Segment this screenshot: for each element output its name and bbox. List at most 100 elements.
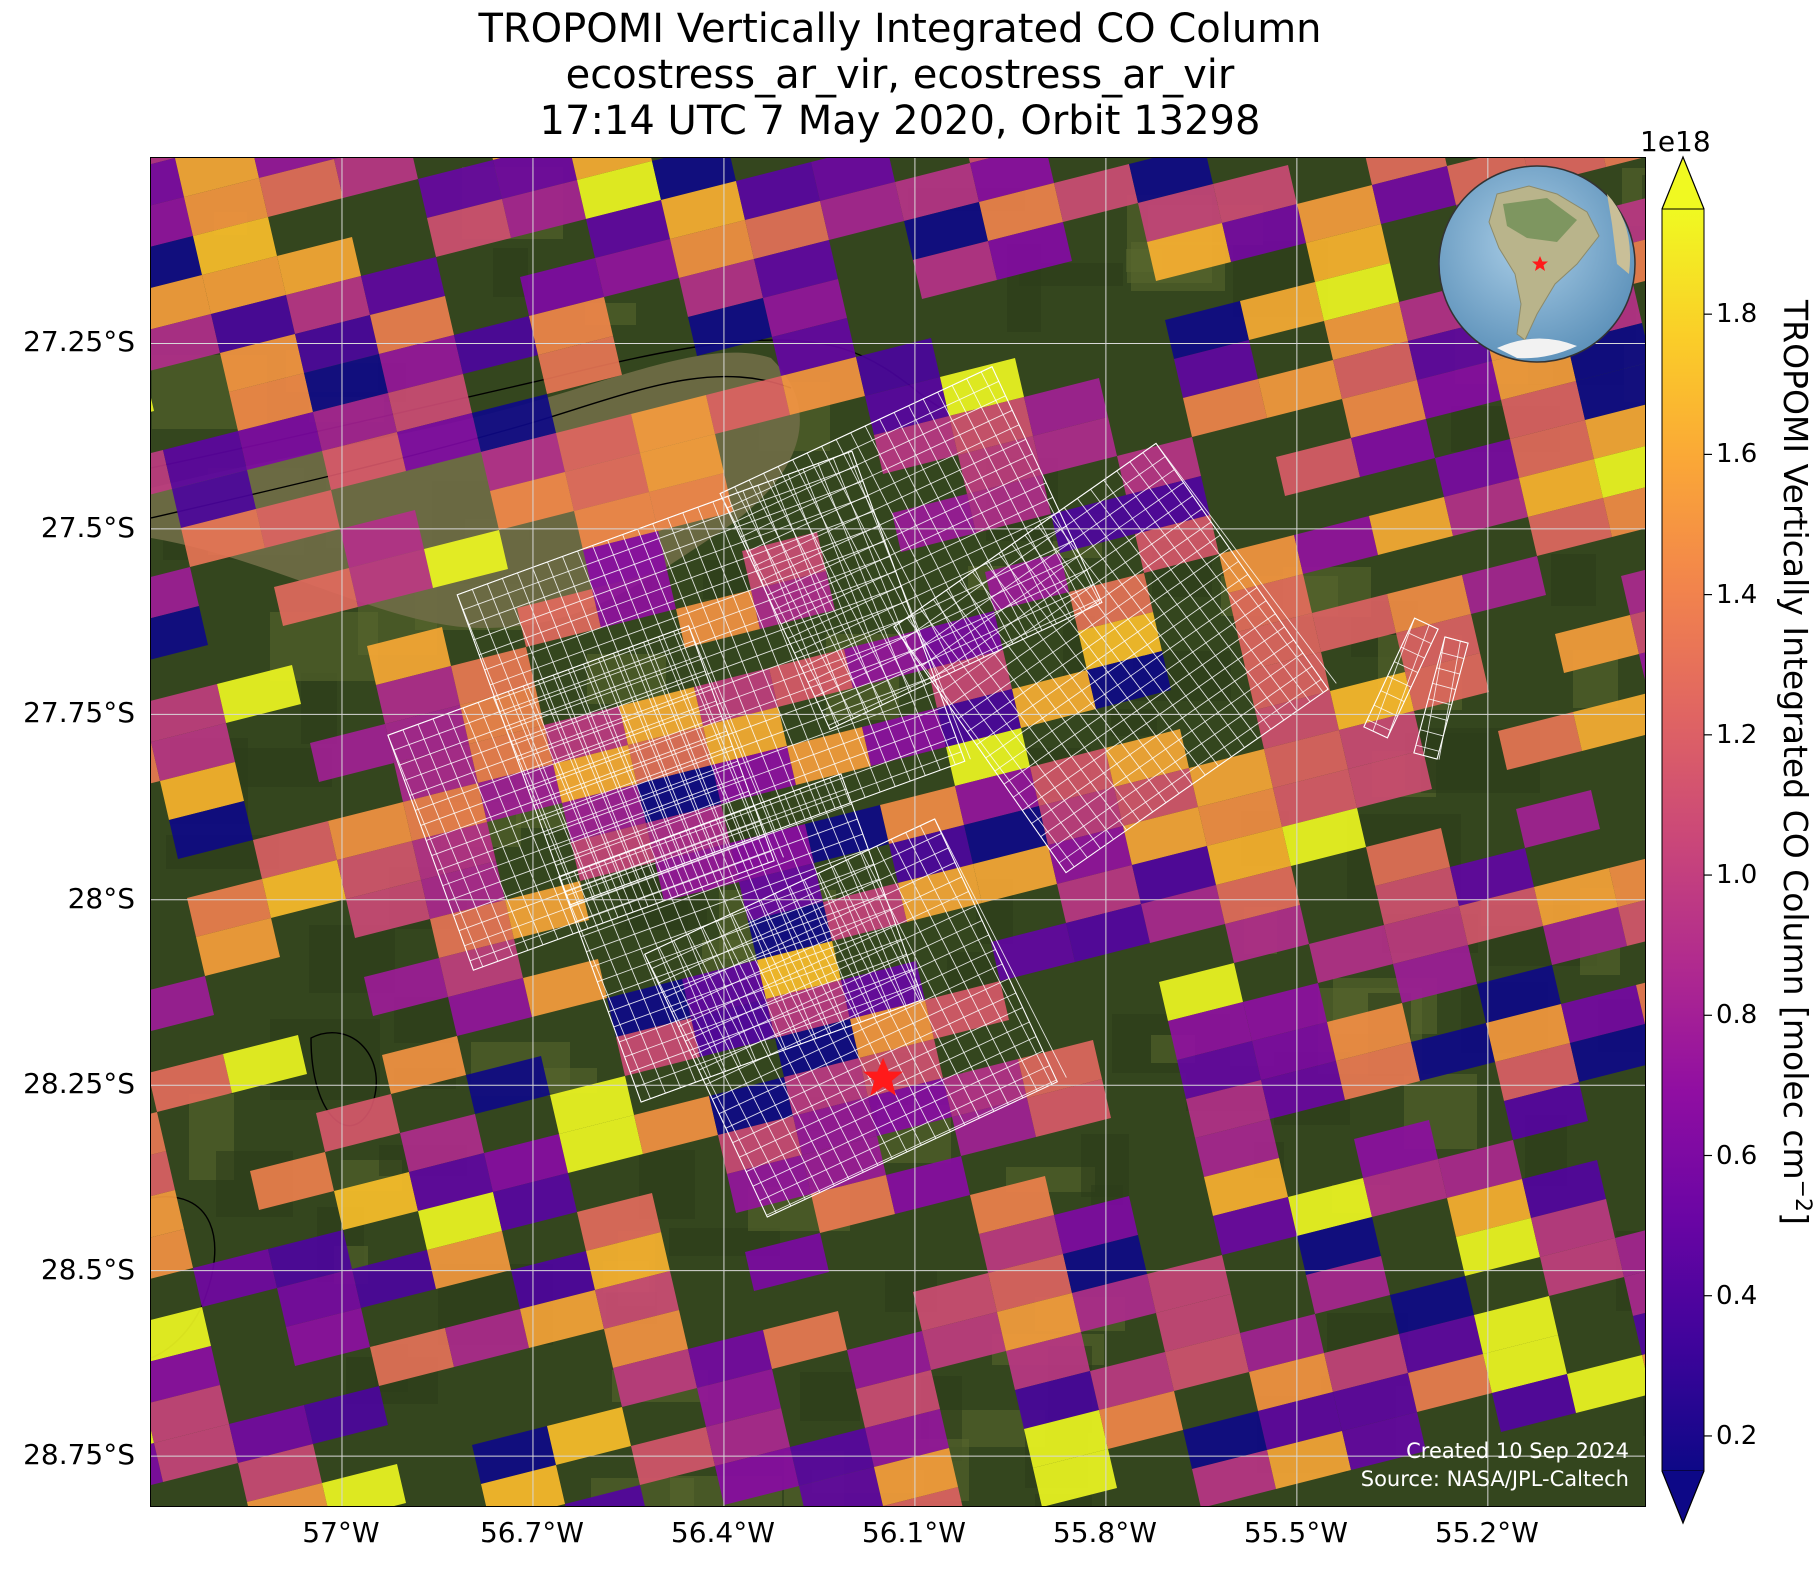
co-pixel — [1024, 378, 1108, 436]
co-pixel — [811, 1175, 895, 1233]
footprint-line — [387, 625, 689, 736]
footprint-line — [705, 949, 996, 1086]
colorbar-tick-label: 0.4 — [1716, 1280, 1758, 1311]
co-pixel — [151, 236, 202, 288]
footprint-line — [685, 905, 976, 1042]
co-pixel — [1039, 787, 1123, 845]
lat-tick-label: 28°S — [67, 881, 135, 915]
footprint-line — [934, 818, 1067, 1078]
footprint-line — [1387, 675, 1412, 688]
footprint-line — [658, 847, 949, 984]
co-pixel — [163, 431, 247, 489]
co-pixel — [220, 334, 304, 392]
map-panel[interactable]: Created 10 Sep 2024 Source: NASA/JPL-Cal… — [150, 157, 1646, 1507]
co-pixel — [286, 276, 370, 334]
co-pixel — [1282, 808, 1366, 866]
co-pixel — [694, 668, 778, 726]
footprint-line — [573, 870, 666, 1094]
footprint-line — [555, 721, 951, 866]
colorbar-tick-label: 0.6 — [1716, 1140, 1758, 1171]
co-pixel — [151, 450, 172, 495]
co-pixel — [1030, 748, 1114, 806]
co-pixel — [1186, 1080, 1270, 1138]
co-pixel — [511, 1251, 595, 1309]
co-pixel — [1177, 1041, 1261, 1099]
co-pixel — [799, 1467, 883, 1506]
co-pixel — [254, 158, 334, 178]
co-pixel — [1024, 1410, 1108, 1468]
co-pixel — [1375, 867, 1459, 925]
co-pixel — [1486, 1004, 1570, 1062]
footprint-line — [564, 788, 847, 892]
co-pixel — [409, 1153, 493, 1211]
footprint-line — [635, 984, 918, 1088]
footprint-line — [663, 838, 757, 1061]
colorbar-tick-label: 0.2 — [1716, 1420, 1758, 1451]
co-pixel — [367, 627, 451, 685]
co-pixel — [151, 606, 208, 660]
footprint-line — [814, 783, 907, 1006]
footprint-line — [985, 574, 1249, 759]
co-pixel — [1624, 1271, 1645, 1316]
co-pixel — [1165, 301, 1249, 359]
co-pixel — [1156, 1294, 1240, 1352]
footprint-line — [1012, 613, 1276, 798]
co-pixel — [151, 1054, 232, 1112]
co-pixel — [151, 1190, 184, 1238]
co-pixel — [1363, 1159, 1447, 1217]
co-pixel — [1105, 729, 1189, 787]
co-pixel — [1501, 381, 1585, 439]
co-pixel — [502, 180, 586, 238]
footprint-scene — [558, 773, 924, 1103]
footprint-line — [1380, 690, 1405, 703]
co-pixel — [874, 416, 958, 474]
co-pixel — [333, 158, 338, 159]
co-pixel — [559, 1115, 643, 1173]
co-pixel — [1435, 439, 1519, 497]
co-pixel — [229, 373, 313, 431]
land-patch — [1643, 1372, 1645, 1436]
co-pixel — [259, 159, 343, 217]
footprint-line — [633, 849, 727, 1072]
colorbar-tick-label: 1.8 — [1716, 299, 1758, 330]
globe-inset — [1437, 164, 1637, 364]
co-pixel — [968, 158, 990, 163]
footprint-line — [398, 655, 700, 766]
co-pixel — [151, 684, 226, 742]
footprint-line — [911, 469, 1175, 654]
co-pixel — [775, 1019, 859, 1077]
land-patch — [493, 248, 528, 297]
footprint-line — [821, 446, 941, 678]
co-pixel — [1573, 693, 1645, 751]
co-pixel — [256, 490, 340, 548]
footprint-line — [893, 412, 1014, 645]
map-canvas[interactable] — [151, 158, 1646, 1507]
co-pixel — [1633, 1312, 1645, 1355]
co-pixel — [493, 1173, 577, 1231]
co-pixel — [481, 1465, 565, 1506]
co-pixel — [1342, 380, 1426, 438]
footprint-line — [748, 479, 869, 712]
footprint-line — [792, 459, 912, 692]
footprint-line — [1116, 470, 1298, 712]
co-pixel — [946, 728, 1030, 786]
colorbar-exponent: 1e18 — [1640, 125, 1711, 158]
co-pixel — [865, 1409, 949, 1467]
co-pixel — [187, 879, 271, 937]
footprint-line — [746, 424, 1020, 552]
co-pixel — [418, 160, 502, 218]
co-pixel — [1519, 459, 1603, 517]
co-pixel — [238, 412, 322, 470]
co-pixel — [1585, 404, 1645, 459]
footprint-line — [794, 525, 1067, 654]
footprint-line — [1432, 682, 1456, 690]
co-pixel — [754, 240, 838, 298]
footprint-line — [807, 554, 1081, 683]
co-pixel — [1057, 865, 1141, 923]
target-marker — [863, 1057, 904, 1096]
footprint-line — [1419, 729, 1444, 737]
co-pixel — [448, 978, 532, 1036]
co-pixel — [370, 1328, 454, 1386]
footprint-line — [1423, 636, 1446, 756]
co-pixel — [670, 220, 754, 278]
